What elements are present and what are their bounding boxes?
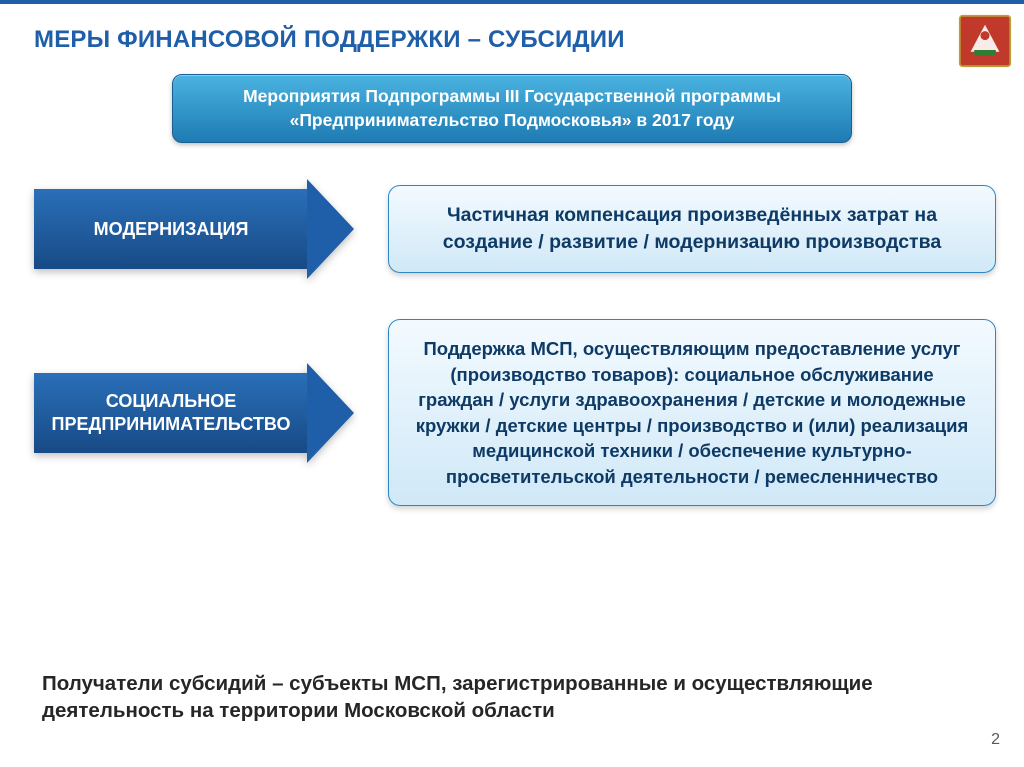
arrow-head-icon (307, 363, 354, 463)
slide: МЕРЫ ФИНАНСОВОЙ ПОДДЕРЖКИ – СУБСИДИИ Мер… (0, 0, 1024, 767)
header-pill-line1: Мероприятия Подпрограммы III Государстве… (191, 85, 833, 109)
row-social: СОЦИАЛЬНОЕ ПРЕДПРИНИМАТЕЛЬСТВО Поддержка… (28, 319, 996, 506)
arrow-label: СОЦИАЛЬНОЕ ПРЕДПРИНИМАТЕЛЬСТВО (34, 373, 308, 453)
arrow-social: СОЦИАЛЬНОЕ ПРЕДПРИНИМАТЕЛЬСТВО (34, 373, 354, 453)
footnote: Получатели субсидий – субъекты МСП, заре… (42, 670, 964, 725)
info-box-modernization: Частичная компенсация произведённых затр… (388, 185, 996, 273)
arrow-label: МОДЕРНИЗАЦИЯ (34, 189, 308, 269)
header-pill-line2: «Предпринимательство Подмосковья» в 2017… (191, 109, 833, 133)
arrow-modernization: МОДЕРНИЗАЦИЯ (34, 189, 354, 269)
header-pill: Мероприятия Подпрограммы III Государстве… (172, 74, 852, 143)
arrow-head-icon (307, 179, 354, 279)
page-number: 2 (991, 731, 1000, 749)
info-box-social: Поддержка МСП, осуществляющим предоставл… (388, 319, 996, 506)
page-title: МЕРЫ ФИНАНСОВОЙ ПОДДЕРЖКИ – СУБСИДИИ (28, 22, 996, 54)
moscow-oblast-crest-icon (956, 12, 1014, 70)
row-modernization: МОДЕРНИЗАЦИЯ Частичная компенсация произ… (28, 185, 996, 273)
